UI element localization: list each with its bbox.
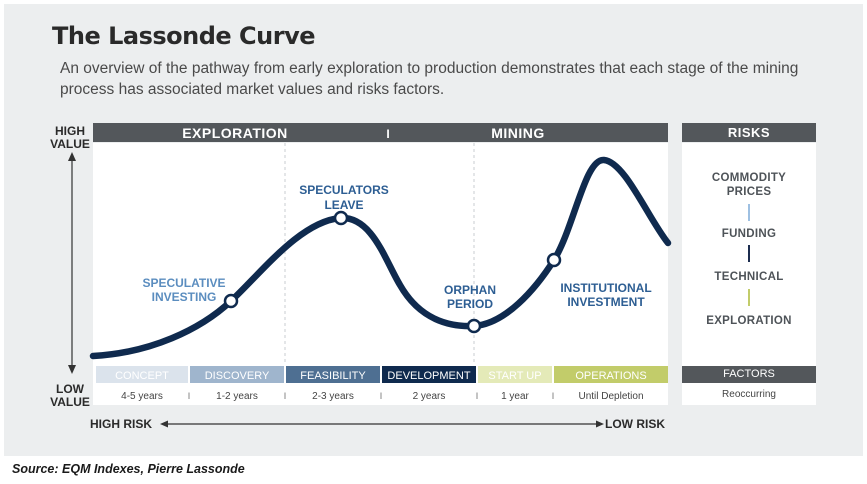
stage-duration: 1-2 years: [216, 391, 258, 402]
stage-label: START UP: [488, 370, 541, 382]
risk-connector: [748, 245, 750, 262]
stage-bar-feasibility: [286, 366, 380, 383]
duration-separator: I: [284, 391, 287, 401]
value-arrow-down-icon: [68, 365, 76, 374]
figure-title: The Lassonde Curve: [52, 22, 316, 50]
curve-point-speculative-investing: [223, 293, 239, 309]
phase-mining: MINING: [491, 125, 545, 141]
stage-label: OPERATIONS: [575, 370, 646, 382]
factors-reoccurring: Reoccurring: [722, 389, 776, 400]
stage-label: DISCOVERY: [205, 370, 270, 382]
stage-label: CONCEPT: [115, 370, 169, 382]
duration-row: 4-5 years I 1-2 years I 2-3 years I 2 years I 1 …: [121, 391, 643, 402]
stage-duration: 2 years: [413, 391, 446, 402]
stage-bar-start-up: [478, 366, 552, 383]
high-risk-label: HIGH RISK: [90, 417, 152, 431]
curve-point-institutional-investment: [546, 252, 562, 268]
risk-technical: TECHNICAL: [714, 271, 784, 283]
risks-header: RISKS: [682, 123, 816, 142]
annotation-institutional-investment-2: INVESTMENT: [567, 295, 645, 309]
risk-commodity-prices-line-2: PRICES: [726, 186, 772, 198]
annotation-orphan-period-1: ORPHAN: [444, 283, 496, 297]
curve-point-orphan-period: [466, 318, 482, 334]
duration-separator: I: [476, 391, 479, 401]
plot-area: [93, 143, 668, 405]
phase-exploration: EXPLORATION: [182, 125, 288, 141]
annotation-speculators-leave-1: SPECULATORS: [299, 183, 389, 197]
high-value-label: HIGH VALUE: [42, 125, 98, 151]
annotation-speculative-investing-1: SPECULATIVE: [142, 276, 225, 290]
risk-commodity-prices-line-1: COMMODITY: [711, 172, 787, 184]
phase-divider: I: [386, 127, 389, 141]
stage-duration: 2-3 years: [312, 391, 354, 402]
duration-separator: I: [188, 391, 191, 401]
source-note: Source: EQM Indexes, Pierre Lassonde: [12, 462, 245, 476]
factors-bar: FACTORS: [682, 366, 816, 383]
stage-bar-discovery: [190, 366, 284, 383]
risk-commodity-prices: COMMODITY PRICES: [682, 171, 816, 199]
annotation-speculative-investing-2: INVESTING: [152, 290, 217, 304]
risk-funding: FUNDING: [721, 228, 777, 240]
risk-exploration: EXPLORATION: [706, 315, 792, 327]
stage-bar-development: [382, 366, 476, 383]
low-value-line-1: LOW: [56, 382, 84, 396]
stage-duration: 4-5 years: [121, 391, 163, 402]
stage-label: FEASIBILITY: [300, 370, 366, 382]
low-value-label: LOW VALUE: [42, 383, 98, 409]
low-value-line-2: VALUE: [50, 395, 90, 409]
risks-panel: COMMODITY PRICES FUNDING TECHNICAL EXPLO…: [682, 143, 816, 405]
stage-label: DEVELOPMENT: [387, 370, 470, 382]
risk-arrow-right-icon: [596, 420, 604, 428]
high-value-line-1: HIGH: [55, 124, 85, 138]
stage-bar-row: CONCEPT DISCOVERY FEASIBILITY DEVELOPMENT ST…: [96, 366, 668, 383]
annotation-institutional-investment-1: INSTITUTIONAL: [560, 281, 651, 295]
stage-bar-operations: [554, 366, 668, 383]
duration-separator: I: [380, 391, 383, 401]
risk-connector: [748, 289, 750, 306]
risk-arrow-left-icon: [160, 420, 168, 428]
stage-duration: 1 year: [501, 391, 529, 402]
annotation-speculators-leave-2: LEAVE: [324, 198, 363, 212]
curve-point-speculators-leave: [333, 210, 349, 226]
annotation-orphan-period-2: PERIOD: [447, 297, 493, 311]
risk-connector: [748, 204, 750, 221]
high-value-line-2: VALUE: [50, 137, 90, 151]
figure-subtitle: An overview of the pathway from early ex…: [60, 60, 799, 98]
duration-separator: I: [552, 391, 555, 401]
phase-header-bar: [93, 123, 668, 142]
low-risk-label: LOW RISK: [605, 417, 665, 431]
value-arrow-up-icon: [68, 152, 76, 161]
stage-duration: Until Depletion: [578, 391, 643, 402]
stage-bar-concept: [96, 366, 188, 383]
